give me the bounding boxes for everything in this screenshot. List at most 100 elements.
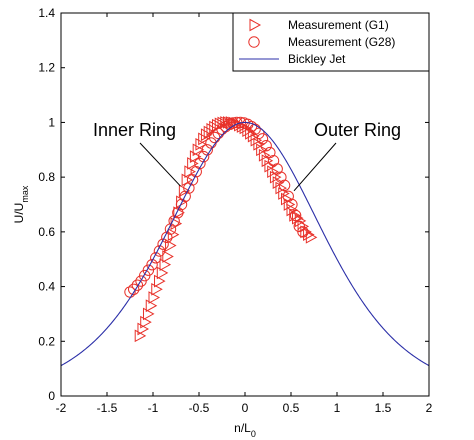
data-point-g1 [134, 329, 147, 343]
x-tick-label: 2 [426, 401, 433, 415]
y-axis-label: U/Umax [12, 185, 30, 223]
data-point-g1 [154, 274, 166, 288]
data-point-g28 [153, 245, 166, 257]
data-point-g1 [217, 116, 230, 130]
data-point-g1 [258, 148, 271, 162]
data-point-g1 [159, 258, 172, 272]
data-point-g1 [220, 116, 232, 129]
y-tick-label: 0.6 [38, 225, 55, 239]
data-point-g1 [253, 137, 265, 151]
markers-layer [124, 116, 318, 343]
data-point-g1 [247, 129, 260, 143]
annotations-layer: Inner Ring Outer Ring [93, 120, 401, 192]
x-tick-label: 1 [334, 401, 341, 415]
data-point-g1 [203, 125, 216, 139]
data-point-g1 [192, 143, 205, 157]
legend-marker-g28 [248, 36, 260, 48]
data-point-g28 [127, 283, 140, 296]
x-tick-label: -1.5 [97, 401, 118, 415]
x-tick-label: -0.5 [189, 401, 210, 415]
data-point-g28 [150, 252, 162, 264]
data-point-g1 [223, 116, 235, 129]
data-point-g1 [145, 299, 158, 313]
x-tick-label: 0 [242, 401, 249, 415]
x-tick-label: -2 [56, 401, 67, 415]
data-point-g1 [278, 187, 290, 200]
data-point-g1 [283, 198, 296, 211]
y-axis-label-main: U/U [12, 203, 26, 224]
y-tick-label: 0.8 [38, 170, 55, 184]
x-axis-label-main: n/L [234, 421, 251, 435]
x-tick-label: 1.5 [375, 401, 392, 415]
data-point-g1 [214, 117, 227, 131]
x-tick-label: -1 [148, 401, 159, 415]
data-point-g1 [195, 137, 207, 151]
legend-box [232, 12, 430, 72]
data-point-g28 [146, 258, 158, 271]
data-point-g1 [297, 220, 310, 233]
data-point-g1 [184, 165, 196, 179]
data-point-g1 [269, 170, 282, 184]
outer-ring-pointer [293, 142, 337, 192]
inner-ring-label: Inner Ring [93, 120, 176, 140]
data-point-g1 [162, 250, 174, 263]
data-point-g28 [278, 179, 291, 192]
y-tick-label: 1 [48, 115, 55, 129]
data-point-g1 [286, 203, 299, 217]
x-axis-label: n/L0 [234, 421, 256, 439]
data-point-g1 [142, 307, 155, 321]
y-tick-label: 1.2 [38, 61, 55, 75]
y-tick-label: 1.4 [38, 6, 55, 20]
y-tick-label: 0.2 [38, 334, 55, 348]
data-point-g1 [294, 214, 307, 228]
y-tick-label: 0 [48, 389, 55, 403]
data-point-g1 [242, 124, 254, 137]
data-point-g28 [131, 279, 144, 291]
data-point-g1 [245, 127, 257, 140]
legend-label-bickley: Bickley Jet [288, 52, 346, 66]
data-point-g1 [275, 181, 287, 195]
data-point-g1 [165, 239, 177, 252]
legend-label-g28: Measurement (G28) [288, 35, 395, 49]
data-point-g1 [239, 121, 252, 135]
data-point-g1 [272, 176, 285, 189]
data-point-g1 [250, 133, 263, 147]
data-point-g1 [292, 211, 304, 225]
legend-marker-g1 [249, 18, 262, 32]
data-point-g28 [267, 155, 280, 167]
data-point-g1 [176, 195, 188, 209]
inner-ring-pointer [139, 142, 181, 187]
data-point-g1 [156, 266, 169, 280]
data-point-g1 [140, 315, 152, 329]
y-tick-label: 0.4 [38, 280, 55, 294]
data-point-g1 [198, 132, 210, 146]
data-point-g1 [280, 192, 293, 206]
data-point-g1 [300, 225, 312, 239]
bickley-jet-curve [60, 121, 430, 367]
data-point-g1 [173, 206, 185, 220]
data-point-g1 [181, 173, 194, 187]
y-axis-label-sub: max [20, 185, 30, 203]
data-point-g1 [264, 159, 276, 173]
legend-label-g1: Measurement (G1) [288, 18, 389, 32]
data-point-g1 [151, 282, 163, 296]
data-point-g1 [178, 184, 191, 198]
outer-ring-label: Outer Ring [314, 120, 401, 140]
data-point-g1 [289, 209, 301, 222]
x-tick-label: 0.5 [283, 401, 300, 415]
data-point-g1 [267, 165, 279, 179]
data-point-g1 [256, 143, 268, 157]
curve-layer [60, 121, 430, 367]
data-point-g1 [303, 228, 315, 241]
data-point-g1 [305, 230, 318, 244]
data-point-g1 [148, 291, 161, 304]
data-point-g1 [206, 122, 218, 136]
data-point-g1 [225, 116, 238, 129]
data-point-g1 [167, 228, 180, 241]
x-axis-label-sub: 0 [251, 429, 256, 439]
data-point-g1 [261, 154, 274, 168]
legend: Measurement (G1) Measurement (G28) Bickley… [232, 12, 430, 72]
ticks-layer: -2 -1.5 -1 -0.5 0 0.5 1 1.5 2 0 0.2 0.4 0.6 0.8 1 1.2 1.… [38, 6, 432, 415]
